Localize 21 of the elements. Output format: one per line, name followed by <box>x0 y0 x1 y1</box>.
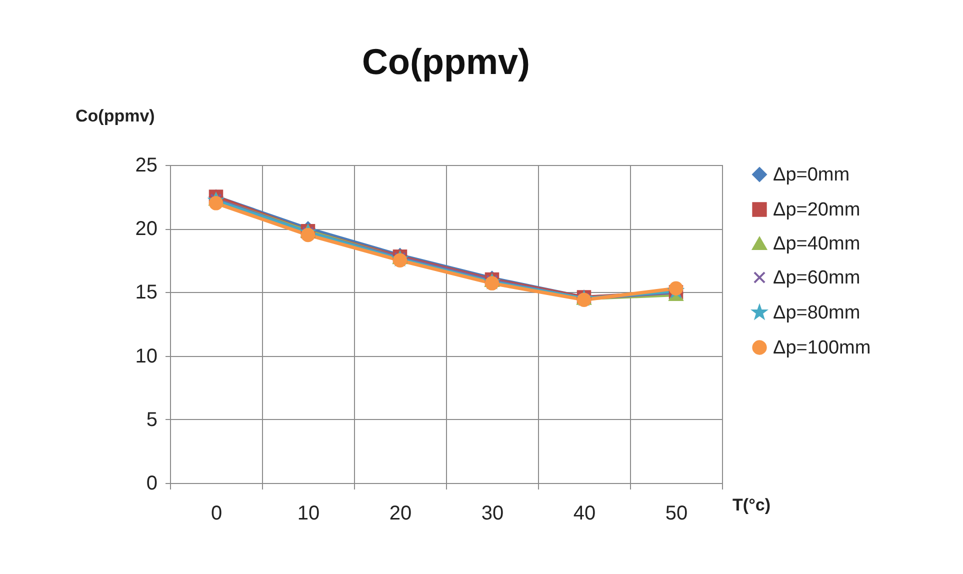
legend-label: Δp=60mm <box>773 268 860 288</box>
x-tick-label: 30 <box>481 502 504 524</box>
legend-label: Δp=20mm <box>773 200 860 220</box>
legend-label: Δp=80mm <box>773 302 860 324</box>
x-tick-label: 10 <box>297 502 320 524</box>
chart-title: Co(ppmv) <box>362 41 530 82</box>
legend-label: Δp=100mm <box>773 338 871 358</box>
y-tick-label: 20 <box>135 218 158 240</box>
x-tick-label: 20 <box>389 502 412 524</box>
x-tick-label: 0 <box>210 502 222 524</box>
y-tick-label: 15 <box>135 282 158 304</box>
y-tick-label: 5 <box>146 408 158 431</box>
x-tick-label: 40 <box>573 502 596 524</box>
legend-label: Δp=0mm <box>773 164 850 186</box>
y-tick-label: 25 <box>135 154 158 176</box>
x-axis-title: T(°c) <box>732 496 770 514</box>
y-axis-title: Co(ppmv) <box>76 106 155 126</box>
y-tick-label: 0 <box>146 472 158 494</box>
x-tick-label: 50 <box>665 502 688 524</box>
y-tick-label: 10 <box>135 345 158 368</box>
legend-label: Δp=40mm <box>773 234 860 254</box>
